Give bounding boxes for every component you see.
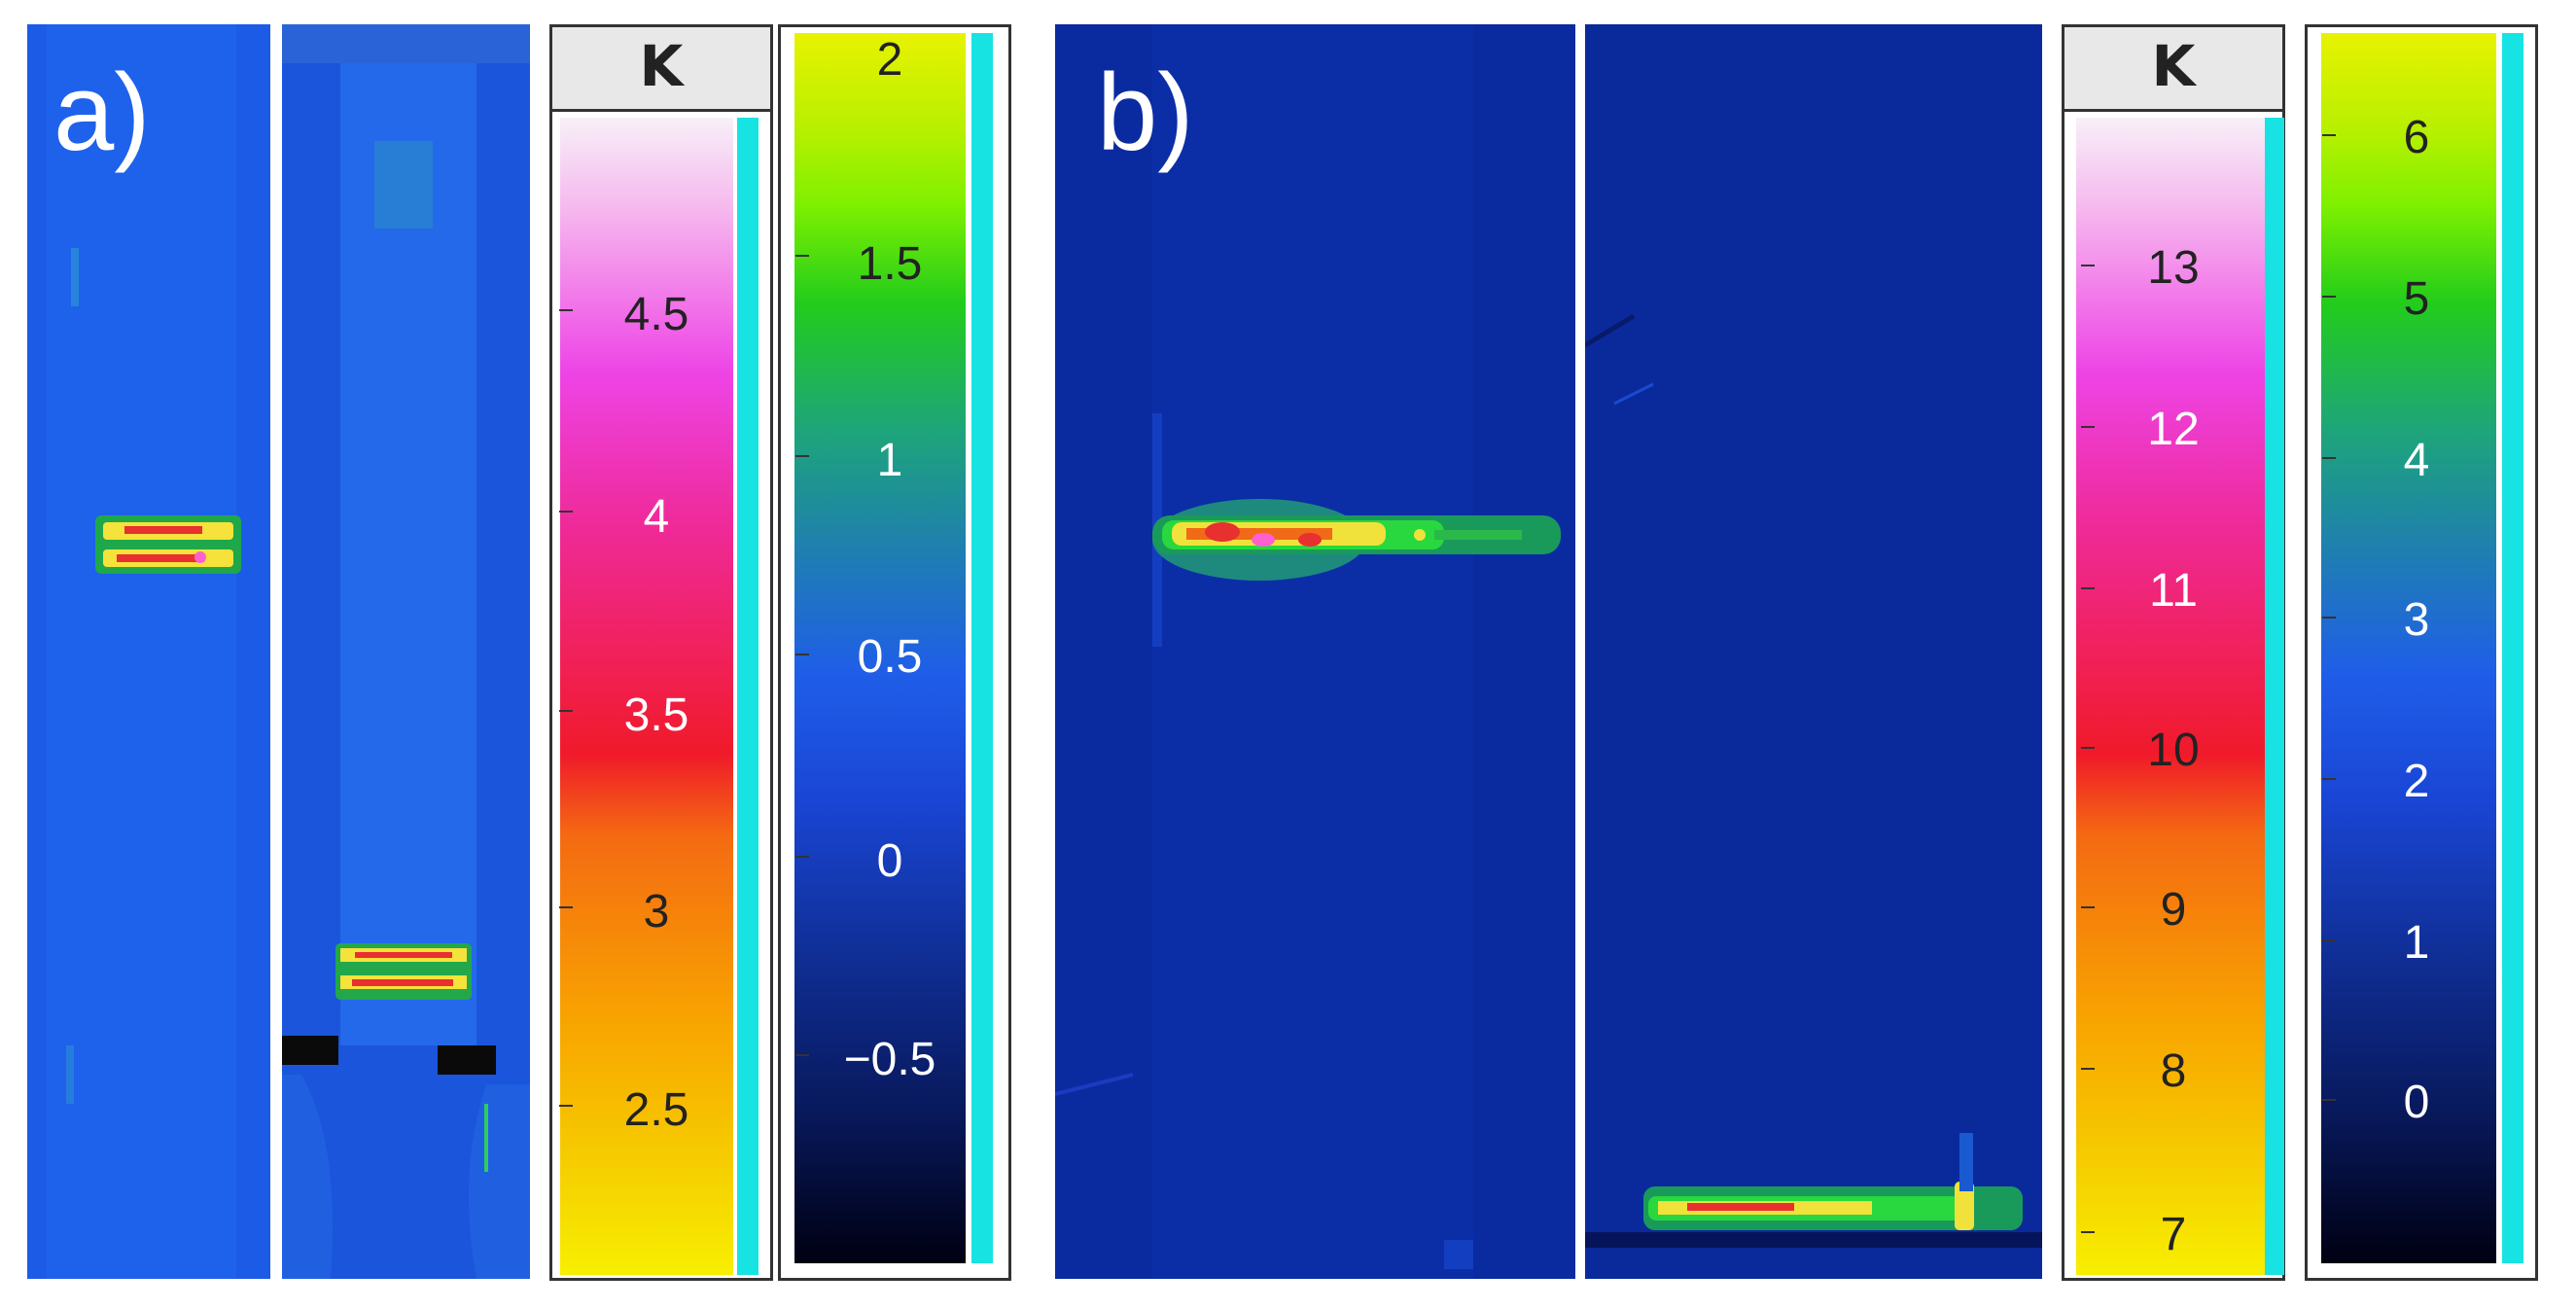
colorbar-b-diff-tick: 3	[2403, 594, 2430, 646]
colorbar-a-temp-tickmark	[559, 710, 573, 712]
colorbar-a-temp-header: K	[549, 24, 773, 112]
colorbar-b-temp-tick: 8	[2160, 1045, 2187, 1097]
colorbar-a-temp-tick: 4.5	[623, 289, 689, 340]
colorbar-b-diff-strip	[2502, 33, 2523, 1263]
thermal-image-b-right-svg	[1585, 24, 2042, 1279]
colorbar-a-temp-strip	[737, 118, 759, 1275]
colorbar-b-diff-tickmark	[2322, 1099, 2336, 1101]
colorbar-a-diff-tick: 0.5	[857, 631, 923, 683]
colorbar-a-temp-tickmark	[559, 1105, 573, 1107]
colorbar-b-diff-tick: 6	[2403, 112, 2430, 163]
colorbar-b-temp-tickmark	[2081, 747, 2095, 749]
thermal-image-a-left-svg	[27, 24, 270, 1279]
colorbar-b-temp-tick: 7	[2160, 1209, 2187, 1260]
colorbar-b-temp-strip	[2265, 118, 2284, 1275]
colorbar-b-diff-tickmark	[2322, 778, 2336, 780]
colorbar-b-diff-tick: 2	[2403, 756, 2430, 807]
colorbar-a-temp-frame	[549, 109, 773, 1281]
colorbar-a-diff-tickmark	[795, 255, 809, 257]
colorbar-b-temp-tickmark	[2081, 265, 2095, 266]
colorbar-b-temp-gradient	[2076, 118, 2271, 1275]
colorbar-a-temp-tickmark	[559, 309, 573, 311]
colorbar-b-diff-tickmark	[2322, 617, 2336, 619]
colorbar-b-temp-tickmark	[2081, 587, 2095, 589]
colorbar-b-temp-tick: 12	[2147, 404, 2200, 455]
colorbar-a-diff-tickmark	[795, 856, 809, 858]
colorbar-b-diff-tickmark	[2322, 134, 2336, 136]
colorbar-b-temp-tickmark	[2081, 906, 2095, 908]
panel-label-b: b)	[1097, 52, 1194, 173]
colorbar-a-diff-tick: 0	[876, 835, 903, 887]
colorbar-a-temp-tickmark	[559, 906, 573, 908]
thermal-image-a-left	[27, 24, 270, 1279]
colorbar-b-diff-tick: 4	[2403, 435, 2430, 486]
colorbar-a-diff-tick: −0.5	[843, 1034, 936, 1085]
colorbar-a-temp-tick: 4	[643, 491, 670, 543]
colorbar-b-temp-tickmark	[2081, 1068, 2095, 1070]
colorbar-b-temp-tick: 11	[2149, 565, 2198, 617]
colorbar-a-diff-tick: 1	[876, 435, 903, 486]
thermal-image-b-left	[1055, 24, 1575, 1279]
colorbar-b-temp-tick: 13	[2147, 242, 2200, 294]
thermal-image-a-right-svg	[282, 24, 530, 1279]
colorbar-a-temp-tickmark	[559, 511, 573, 513]
colorbar-b-diff-frame	[2305, 24, 2538, 1281]
colorbar-b-diff-tick: 1	[2403, 917, 2430, 969]
colorbar-a-diff-tickmark	[795, 654, 809, 655]
colorbar-a-diff-tickmark	[795, 455, 809, 457]
colorbar-a-temp-tick: 3	[643, 886, 670, 938]
colorbar-a-diff-tickmark	[795, 1054, 809, 1056]
colorbar-b-diff-tickmark	[2322, 296, 2336, 298]
colorbar-b-diff-tick: 0	[2403, 1077, 2430, 1128]
colorbar-a-diff-strip	[971, 33, 993, 1263]
colorbar-b-temp-tickmark	[2081, 426, 2095, 428]
colorbar-a-diff-tick: 2	[876, 34, 903, 86]
panel-label-a: a)	[53, 52, 151, 173]
colorbar-b-temp-tick: 9	[2160, 884, 2187, 936]
colorbar-b-temp-header: K	[2062, 24, 2285, 112]
colorbar-a-diff-tick: 1.5	[857, 238, 923, 290]
colorbar-a-diff-frame	[778, 24, 1011, 1281]
thermal-image-b-right	[1585, 24, 2042, 1279]
colorbar-a-temp-tick: 2.5	[623, 1084, 689, 1136]
colorbar-b-temp-tick: 10	[2147, 725, 2200, 776]
colorbar-b-temp-tickmark	[2081, 1231, 2095, 1233]
colorbar-b-diff-gradient	[2321, 33, 2496, 1263]
thermal-image-b-left-svg	[1055, 24, 1575, 1279]
colorbar-b-temp-frame	[2062, 109, 2285, 1281]
thermal-image-a-right	[282, 24, 530, 1279]
colorbar-b-diff-tickmark	[2322, 939, 2336, 941]
colorbar-b-diff-tickmark	[2322, 457, 2336, 459]
colorbar-b-diff-tick: 5	[2403, 273, 2430, 325]
colorbar-a-temp-tick: 3.5	[623, 690, 689, 741]
colorbar-a-diff-gradient	[794, 33, 966, 1263]
colorbar-a-temp-gradient	[560, 118, 733, 1275]
